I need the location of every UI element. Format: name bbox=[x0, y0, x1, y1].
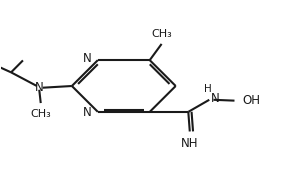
Text: N: N bbox=[35, 81, 44, 94]
Text: N: N bbox=[211, 92, 220, 105]
Text: CH₃: CH₃ bbox=[30, 109, 51, 119]
Text: H: H bbox=[204, 84, 212, 94]
Text: N: N bbox=[83, 52, 91, 65]
Text: OH: OH bbox=[243, 94, 261, 107]
Text: NH: NH bbox=[181, 137, 198, 150]
Text: CH₃: CH₃ bbox=[151, 29, 172, 39]
Text: N: N bbox=[83, 106, 91, 119]
